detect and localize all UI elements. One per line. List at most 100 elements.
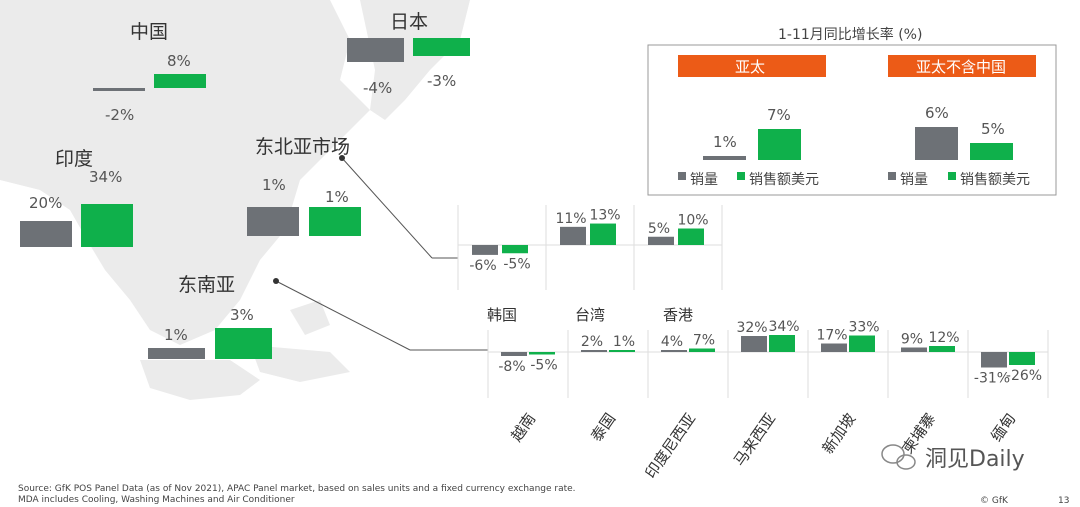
value-label-category-2: 7% <box>693 333 715 349</box>
category-label-1: 泰国 <box>587 410 619 445</box>
india-value-label: 34% <box>89 168 122 186</box>
region-bars <box>20 38 470 359</box>
volume-label-category-3: 32% <box>736 320 767 336</box>
volume-label-category-6: -31% <box>974 371 1010 387</box>
apac-ex-china-header-label: 亚太不含中国 <box>916 58 1006 76</box>
region-name-southeast-asia: 东南亚 <box>178 274 235 296</box>
apac-ex-china-header <box>888 55 1036 77</box>
northeast-asia-value-label: 1% <box>325 188 349 206</box>
northeast-asia-volume-label: 1% <box>262 176 286 194</box>
india-volume-bar <box>20 221 72 247</box>
legend-box: 1-11月同比增长率 (%) 亚太 亚太不含中国 1% 7% 6% 5% 销量 … <box>647 26 1057 196</box>
northeast-asia-value-bar <box>309 207 361 236</box>
apac-ex-china-volume-label: 6% <box>925 104 949 122</box>
value-bar-category-2 <box>678 228 704 245</box>
northeast-asia-volume-bar <box>247 207 299 236</box>
category-label-1: 台湾 <box>575 306 605 324</box>
legend-value-label: 销售额美元 <box>749 172 819 188</box>
connector-lines <box>273 155 488 351</box>
legend-volume-label-2: 销量 <box>900 172 928 188</box>
value-bar-category-2 <box>689 348 715 352</box>
volume-bar-category-2 <box>648 236 674 245</box>
map-background <box>0 0 470 400</box>
legend-volume-swatch-2 <box>888 172 896 180</box>
apac-header <box>678 55 826 77</box>
value-label-category-2: 10% <box>677 213 708 229</box>
legend-value-swatch-2 <box>948 172 956 180</box>
legend-volume-label: 销量 <box>690 172 718 188</box>
volume-label-category-0: -6% <box>469 258 496 274</box>
value-label-category-0: -5% <box>530 358 557 374</box>
value-bar-category-6 <box>1009 352 1035 365</box>
southeast-asia-value-label: 3% <box>230 306 254 324</box>
value-label-category-3: 34% <box>768 319 799 335</box>
value-bar-category-4 <box>849 335 875 352</box>
value-bar-category-1 <box>590 223 616 245</box>
volume-bar-category-4 <box>821 343 847 352</box>
volume-bar-category-0 <box>501 352 527 356</box>
region-name-northeast-asia: 东北亚市场 <box>255 136 350 158</box>
region-name-japan: 日本 <box>390 11 428 33</box>
apac-value-label: 7% <box>767 106 791 124</box>
apac-ex-china-volume-bar <box>915 127 958 160</box>
volume-bar-category-2 <box>661 350 687 352</box>
volume-label-category-2: 5% <box>648 221 670 237</box>
volume-bar-category-3 <box>741 336 767 352</box>
china-value-label: 8% <box>167 52 191 70</box>
apac-header-label: 亚太 <box>735 58 765 76</box>
china-volume-label: -2% <box>105 106 134 124</box>
japan-volume-label: -4% <box>363 79 392 97</box>
footer-page-number: 13 <box>1058 496 1069 506</box>
southeast-asia-value-bar <box>215 328 272 359</box>
southeast-asia-detail-grid <box>487 330 1049 398</box>
southeast-asia-volume-bar <box>148 348 205 359</box>
volume-bar-category-6 <box>981 352 1007 368</box>
japan-value-bar <box>413 38 470 56</box>
category-label-6: 缅甸 <box>987 410 1019 445</box>
japan-value-label: -3% <box>427 72 456 90</box>
volume-label-category-2: 4% <box>661 334 683 350</box>
value-bar-category-0 <box>529 352 555 355</box>
volume-bar-category-1 <box>581 350 607 352</box>
southeast-asia-volume-label: 1% <box>164 326 188 344</box>
value-bar-category-5 <box>929 346 955 352</box>
value-label-category-4: 33% <box>848 320 879 336</box>
value-label-category-5: 12% <box>928 330 959 346</box>
apac-volume-bar <box>703 156 746 160</box>
footer-copyright: © GfK <box>980 496 1009 506</box>
india-volume-label: 20% <box>29 194 62 212</box>
apac-ex-china-value-label: 5% <box>981 120 1005 138</box>
value-bar-category-3 <box>769 335 795 352</box>
legend-value-swatch <box>737 172 745 180</box>
legend-volume-swatch <box>678 172 686 180</box>
value-label-category-0: -5% <box>503 256 530 272</box>
volume-label-category-4: 17% <box>816 328 847 344</box>
volume-bar-category-0 <box>472 245 498 255</box>
apac-volume-label: 1% <box>713 133 737 151</box>
category-label-2: 印度尼西亚 <box>642 410 700 482</box>
region-name-china: 中国 <box>130 21 168 43</box>
japan-volume-bar <box>347 38 404 62</box>
apac-value-bar <box>758 129 801 160</box>
legend-box-title: 1-11月同比增长率 (%) <box>778 26 922 43</box>
china-volume-bar <box>93 88 145 91</box>
volume-label-category-5: 9% <box>901 332 923 348</box>
northeast-asia-detail-bars: -6% -5% 韩国 11% 13% 台湾 5% 10% 香港 <box>469 208 708 324</box>
value-label-category-1: 13% <box>589 208 620 224</box>
apac-ex-china-value-bar <box>970 143 1013 160</box>
wechat-icon <box>881 444 916 470</box>
volume-label-category-1: 11% <box>555 211 586 227</box>
category-label-0: 韩国 <box>487 306 517 324</box>
watermark-label: 洞见Daily <box>925 447 1025 472</box>
value-bar-category-1 <box>609 350 635 352</box>
category-label-2: 香港 <box>663 306 693 324</box>
value-label-category-6: -26% <box>1006 368 1042 384</box>
volume-bar-category-5 <box>901 347 927 352</box>
india-value-bar <box>81 204 133 247</box>
china-value-bar <box>154 74 206 88</box>
category-label-0: 越南 <box>507 410 539 445</box>
value-bar-category-0 <box>502 245 528 254</box>
footer-note: MDA includes Cooling, Washing Machines a… <box>18 495 295 505</box>
